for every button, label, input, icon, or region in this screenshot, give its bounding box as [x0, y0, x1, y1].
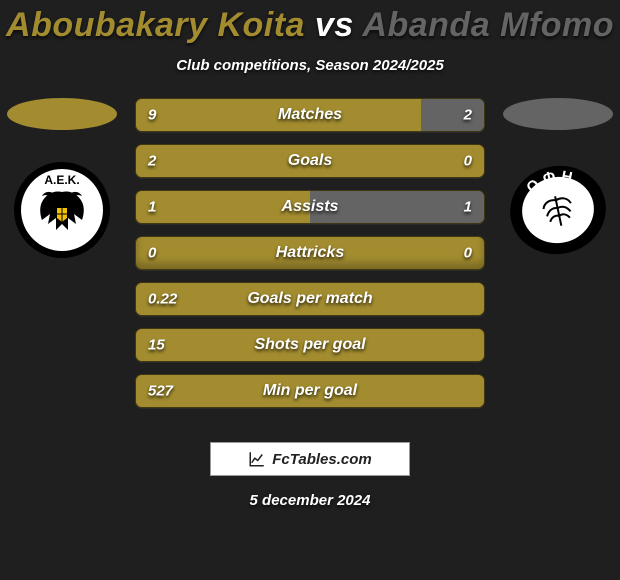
club-logo-right: Ο.Φ.Η. 1925 — [508, 160, 608, 260]
stat-value-left: 1 — [148, 199, 156, 216]
stat-label: Hattricks — [136, 244, 484, 262]
stat-row: 0 0Hattricks — [135, 236, 485, 270]
stat-row: 527Min per goal — [135, 374, 485, 408]
stat-row: 11Assists — [135, 190, 485, 224]
stat-bar-left — [136, 329, 484, 361]
comparison-subtitle: Club competitions, Season 2024/2025 — [0, 57, 620, 74]
stat-value-left: 527 — [148, 383, 173, 400]
stat-row: 92Matches — [135, 98, 485, 132]
chart-icon — [248, 450, 266, 468]
stat-bar-left — [136, 283, 484, 315]
player-right-ellipse — [503, 98, 613, 130]
aek-logo-icon: Α.Ε.Κ. — [12, 160, 112, 260]
stat-bar-left — [136, 99, 421, 131]
stat-value-left: 9 — [148, 107, 156, 124]
stat-value-left: 2 — [148, 153, 156, 170]
comparison-title: Aboubakary Koita vs Abanda Mfomo — [0, 0, 620, 45]
comparison-content: Α.Ε.Κ. — [0, 98, 620, 428]
stat-bars: 92Matches20Goals11Assists00Hattricks0.22… — [135, 98, 485, 420]
ofi-logo-icon: Ο.Φ.Η. 1925 — [508, 160, 608, 260]
stat-value-right: 2 — [464, 107, 472, 124]
stat-bar-left — [136, 375, 484, 407]
stat-value-left: 15 — [148, 337, 165, 354]
player-left-column: Α.Ε.Κ. — [2, 98, 122, 260]
branding-link[interactable]: FcTables.com — [210, 442, 410, 476]
stat-value-right: 1 — [464, 199, 472, 216]
player-right-column: Ο.Φ.Η. 1925 — [498, 98, 618, 260]
stat-value-right: 0 — [464, 245, 472, 262]
stat-row: 0.22Goals per match — [135, 282, 485, 316]
stat-value-left: 0 — [148, 245, 156, 262]
stat-bar-left — [136, 191, 310, 223]
branding-text: FcTables.com — [272, 451, 371, 468]
stat-bar-right — [421, 99, 484, 131]
stat-value-right: 0 — [464, 153, 472, 170]
stat-bar-right — [310, 191, 484, 223]
stat-row: 20Goals — [135, 144, 485, 178]
stat-value-left: 0.22 — [148, 291, 177, 308]
footer-date: 5 december 2024 — [0, 492, 620, 509]
stat-row: 15Shots per goal — [135, 328, 485, 362]
stat-bar-left — [136, 145, 484, 177]
club-logo-left: Α.Ε.Κ. — [12, 160, 112, 260]
svg-text:Α.Ε.Κ.: Α.Ε.Κ. — [44, 173, 79, 187]
player-left-ellipse — [7, 98, 117, 130]
